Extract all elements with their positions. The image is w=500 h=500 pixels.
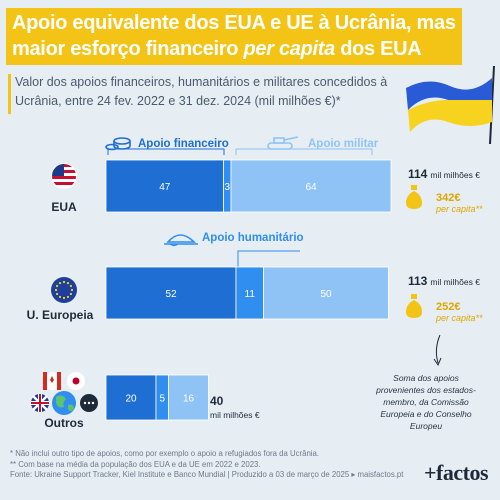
- bar-value-eua-financeiro: 47: [159, 182, 171, 193]
- per-capita-value-eua: 342€: [436, 192, 460, 204]
- title-banner: Apoio equivalente dos EUA e UE à Ucrânia…: [6, 8, 462, 65]
- category-label-outros: Outros: [44, 416, 84, 430]
- note-arrow: [435, 334, 441, 364]
- bar-eua-militar: [230, 159, 392, 213]
- japan-flag-icon: [67, 372, 85, 390]
- title-line-2-pre: maior esforço financeiro: [12, 38, 244, 60]
- bar-ue-militar: [263, 266, 389, 320]
- eu-note: Soma dos apoios provenientes dos estados…: [376, 373, 476, 431]
- footer-note-1: * Não inclui outro tipo de apoios, como …: [10, 449, 320, 458]
- bread-icon: [164, 234, 198, 247]
- title-line-2-em: per capita: [243, 38, 335, 60]
- coins-icon: [105, 137, 131, 151]
- stacked-bar-chart: Apoio financeiro Apoio militar Apoio hum…: [27, 136, 483, 430]
- eu-star: [54, 288, 58, 292]
- note-arrow-head: [433, 357, 442, 367]
- eu-star: [58, 281, 62, 285]
- eu-flag-icon: [51, 277, 77, 303]
- bar-value-ue-militar: 50: [320, 289, 332, 300]
- money-bag-icon: [406, 294, 422, 318]
- eu-star: [66, 281, 70, 285]
- legend-label-financeiro: Apoio financeiro: [138, 138, 229, 150]
- total-label-ue: 113 mil milhões €: [408, 274, 480, 288]
- legend-label-militar: Apoio militar: [308, 138, 379, 150]
- eu-star: [55, 292, 59, 296]
- per-capita-label-eua: per capita**: [435, 204, 483, 214]
- more-icon: [80, 394, 98, 412]
- eu-star: [55, 284, 59, 288]
- us-flag-icon: [51, 163, 77, 189]
- total-unit-outros: mil milhões €: [210, 410, 260, 420]
- bar-value-ue-humanitario: 11: [245, 289, 256, 300]
- bar-outros-financeiro: [105, 374, 157, 421]
- legend-militar: Apoio militar: [235, 136, 379, 155]
- title-line-1: Apoio equivalente dos EUA e UE à Ucrânia…: [12, 12, 456, 34]
- chart-area: Apoio financeiro Apoio militar Apoio hum…: [0, 125, 500, 470]
- tank-icon: [267, 136, 299, 150]
- bar-value-eua-humanitario: 3: [224, 182, 230, 193]
- per-capita-value-ue: 252€: [436, 301, 460, 313]
- bar-value-outros-financeiro: 20: [125, 394, 137, 405]
- per-capita-label-ue: per capita**: [435, 313, 483, 323]
- globe-icon: [52, 391, 76, 415]
- bar-ue-humanitario: [235, 266, 264, 320]
- bars-group: 47 3 64 52 11 50 20 5 16: [105, 159, 392, 421]
- bar-value-outros-humanitario: 5: [159, 394, 165, 405]
- legend-financeiro: Apoio financeiro: [105, 137, 229, 155]
- legend-label-humanitario: Apoio humanitário: [202, 232, 304, 244]
- title-line-2: maior esforço financeiro per capita dos …: [12, 36, 456, 62]
- bar-ue-financeiro: [105, 266, 237, 320]
- title-line-2-post: dos EUA: [334, 38, 422, 60]
- brand-logo: +factos: [423, 460, 489, 485]
- footer-note-2: ** Com base na média da população dos EU…: [10, 459, 261, 469]
- money-bag-icon: [406, 185, 422, 209]
- category-label-ue: U. Europeia: [27, 308, 94, 322]
- eu-star: [69, 292, 73, 296]
- eu-star: [58, 295, 62, 299]
- eu-star: [66, 295, 70, 299]
- bar-eua-financeiro: [105, 159, 224, 213]
- eu-star: [62, 296, 66, 300]
- bar-outros-militar: [168, 374, 209, 421]
- uk-flag-icon: [31, 394, 49, 412]
- footer: * Não inclui outro tipo de apoios, como …: [10, 449, 450, 481]
- category-label-eua: EUA: [51, 200, 77, 214]
- footer-source: Fonte: Ukraine Support Tracker, Kiel Ins…: [10, 470, 404, 479]
- bar-value-ue-financeiro: 52: [165, 289, 177, 300]
- total-value-outros: 40: [210, 394, 224, 408]
- canada-flag-icon: [43, 372, 61, 390]
- eu-star: [69, 284, 73, 288]
- chart-subtitle: Valor dos apoios financeiros, humanitári…: [15, 75, 388, 108]
- bar-value-outros-militar: 16: [183, 394, 195, 405]
- ukraine-flag-icon: [406, 65, 495, 144]
- subtitle-accent: [8, 74, 11, 114]
- eu-star: [62, 280, 66, 284]
- total-label-eua: 114 mil milhões €: [408, 167, 480, 181]
- bar-value-eua-militar: 64: [305, 182, 317, 193]
- others-icons: [31, 372, 98, 415]
- legend-humanitario: Apoio humanitário: [164, 232, 304, 267]
- eu-star: [70, 288, 74, 292]
